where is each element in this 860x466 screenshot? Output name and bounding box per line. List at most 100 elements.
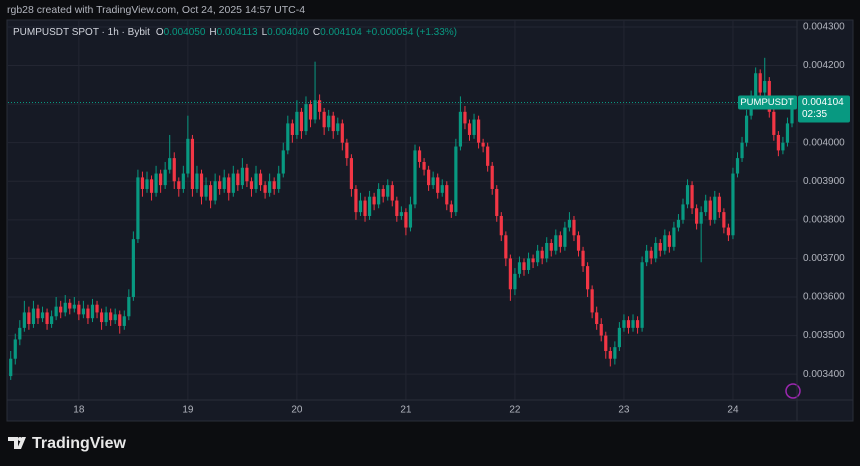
candle-body [163, 169, 167, 186]
candle-body [272, 181, 276, 189]
candle-body [372, 196, 376, 205]
x-tick-label: 20 [291, 405, 303, 416]
candle-body [399, 212, 403, 216]
candle-body [504, 235, 508, 259]
candle-body [417, 150, 422, 162]
candle-body [31, 308, 36, 324]
candle-body [68, 302, 72, 309]
candle-body [313, 100, 317, 120]
y-tick-label: 0.003700 [803, 253, 845, 264]
candle-body [445, 185, 449, 205]
price-tag-symbol: PUMPUSDT [740, 97, 794, 108]
y-tick-label: 0.004200 [803, 60, 845, 71]
candle-body [63, 302, 67, 313]
x-tick-label: 19 [182, 405, 194, 416]
candle-body [168, 158, 172, 170]
candle-body [404, 212, 408, 228]
candle-body [436, 177, 440, 193]
candle-body [613, 347, 617, 359]
y-tick-label: 0.003400 [803, 369, 845, 380]
candle-body [208, 185, 213, 201]
candle-body [240, 167, 244, 186]
candle-body [145, 179, 149, 189]
candle-body [354, 188, 358, 213]
candle-body [735, 158, 740, 174]
candle-body [149, 179, 154, 193]
candle-body [744, 115, 749, 143]
candle-body [308, 104, 313, 120]
candle-body [495, 188, 499, 216]
candle-body [72, 304, 76, 309]
candle-body [685, 185, 690, 205]
candle-body [517, 262, 522, 274]
candle-body [731, 173, 735, 236]
candle-body [299, 111, 304, 132]
candle-body [617, 327, 621, 348]
brand: TradingView [32, 435, 127, 452]
candle-body [486, 146, 490, 166]
y-tick-label: 0.003600 [803, 292, 845, 303]
candle-body [204, 185, 208, 197]
ohlc-value: 0.004113 [217, 27, 258, 38]
ohlc-value: 0.004104 [320, 27, 362, 38]
candle-body [386, 185, 390, 197]
candle-body [390, 185, 394, 201]
candle-body [581, 250, 585, 267]
candle-body [322, 111, 326, 128]
candle-body [81, 308, 86, 315]
candle-body [654, 242, 658, 259]
candle-body [109, 312, 113, 321]
candle-body [190, 138, 195, 189]
candle-body [554, 235, 558, 251]
candle-body [476, 119, 481, 143]
candle-body [440, 185, 444, 193]
candle-body [704, 200, 708, 213]
candle-body [199, 173, 204, 197]
candle-body [758, 73, 762, 93]
candle-body [377, 188, 381, 205]
candle-body [567, 219, 572, 228]
candle-body [454, 146, 458, 213]
candle-body [349, 158, 353, 189]
candle-body [463, 111, 467, 124]
candle-body [245, 167, 249, 182]
candle-body [213, 181, 217, 201]
candle-body [467, 123, 472, 135]
candle-body [90, 304, 95, 319]
candle-body [54, 306, 58, 317]
x-tick-label: 22 [509, 405, 521, 416]
candle-body [531, 258, 535, 263]
candle-body [118, 314, 122, 326]
candle-body [327, 115, 331, 128]
candle-body [258, 173, 263, 186]
candle-body [227, 177, 231, 193]
symbol: PUMPUSDT SPOT · 1h · Bybit [13, 27, 150, 38]
candle-body [154, 173, 158, 193]
candle-body [363, 200, 367, 216]
candle-body [713, 196, 717, 220]
x-tick-label: 24 [727, 405, 739, 416]
x-tick-label: 18 [73, 405, 85, 416]
candle-body [690, 185, 694, 209]
alert-icon[interactable] [785, 383, 801, 399]
y-tick-label: 0.003900 [803, 176, 845, 187]
candle-body [104, 312, 108, 323]
candle-body [195, 173, 199, 189]
candle-body [140, 177, 145, 189]
candle-body [172, 158, 176, 182]
candle-body [645, 250, 649, 263]
ohlc-value: 0.004040 [267, 27, 309, 38]
candle-body [318, 100, 322, 112]
candle-body [513, 273, 517, 290]
candle-body [395, 200, 399, 216]
candle-body [572, 219, 576, 236]
candle-body [699, 212, 703, 224]
brand-logo [8, 437, 26, 449]
candle-body [526, 258, 531, 270]
candle-body [13, 339, 17, 359]
candle-body [722, 212, 726, 228]
candle-body [177, 181, 181, 189]
candle-body [663, 235, 667, 251]
